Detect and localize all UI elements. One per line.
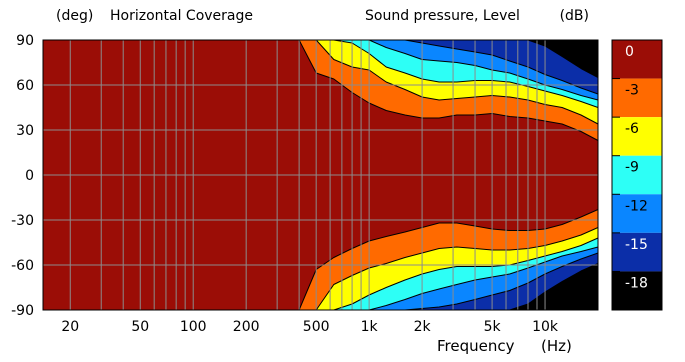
value-unit-label: (dB): [560, 8, 589, 24]
x-tick-label: 5k: [484, 319, 502, 335]
x-tick-label: 500: [303, 319, 330, 335]
colorbar-swatch: [612, 40, 662, 79]
colorbar-label: -12: [625, 198, 648, 214]
colorbar-label: -9: [625, 160, 639, 176]
colorbar-label: -6: [625, 121, 639, 137]
x-tick-label: 2k: [414, 319, 432, 335]
x-tick-label: 50: [131, 319, 149, 335]
colorbar-swatch: [612, 194, 662, 233]
colorbar: 0 -3 -6 -9 -12 -15 -18: [611, 39, 663, 311]
colorbar-swatch: [612, 232, 662, 272]
value-axis-label: Sound pressure, Level: [365, 8, 520, 24]
y-tick-label: 60: [16, 78, 34, 94]
colorbar-label: -15: [625, 237, 648, 253]
grid-lines: [42, 39, 599, 311]
x-tick-label: 20: [61, 319, 79, 335]
y-axis-ticks: 90 60 30 0 -30 -60 -90: [11, 33, 34, 319]
x-tick-label: 200: [233, 319, 260, 335]
colorbar-border: [611, 39, 663, 311]
chart-title: Horizontal Coverage: [110, 8, 253, 24]
colorbar-label: -18: [625, 275, 648, 291]
colorbar-swatch: [612, 117, 662, 156]
colorbar-swatch: [612, 155, 662, 195]
x-tick-label: 10k: [532, 319, 559, 335]
y-tick-label: -90: [11, 303, 34, 319]
y-tick-label: 0: [25, 168, 34, 184]
colorbar-label: -3: [625, 83, 639, 99]
x-axis-ticks: 20 50 100 200 500 1k 2k 5k 10k: [61, 319, 559, 335]
colorbar-swatch: [612, 78, 662, 118]
y-tick-label: 90: [16, 33, 34, 49]
x-tick-label: 100: [180, 319, 207, 335]
x-axis-label: Frequency: [437, 337, 515, 355]
x-axis-unit: (Hz): [541, 337, 572, 355]
x-tick-label: 1k: [361, 319, 379, 335]
plot-border: [42, 39, 599, 311]
y-tick-label: -30: [11, 213, 34, 229]
y-tick-label: -60: [11, 258, 34, 274]
y-tick-label: 30: [16, 123, 34, 139]
y-unit-label: (deg): [56, 8, 93, 24]
colorbar-label: 0: [625, 44, 634, 60]
colorbar-swatch: [612, 271, 662, 310]
